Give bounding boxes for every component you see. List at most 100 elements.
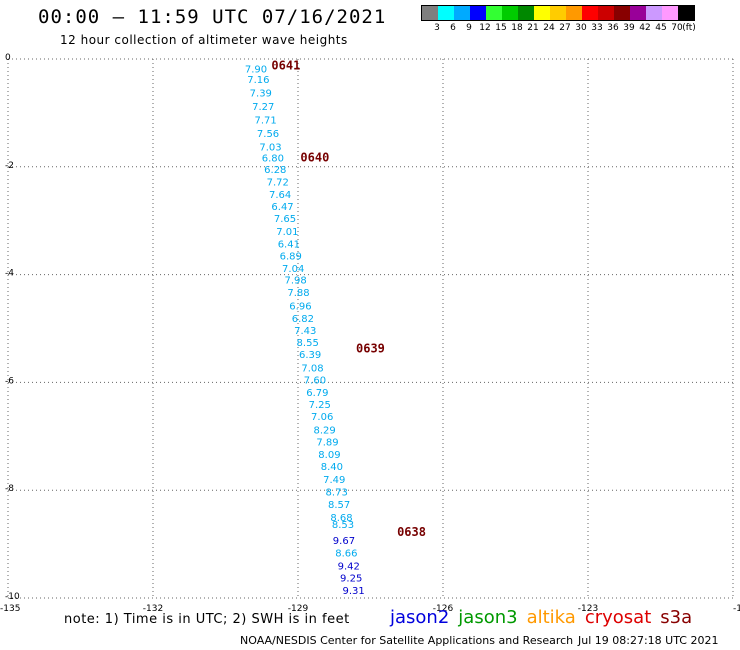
pass-time-label: 0641 xyxy=(271,59,300,73)
x-tick-label: -123 xyxy=(578,604,598,614)
satellite-legend: jason2 jason3 altika cryosat s3a xyxy=(390,607,692,628)
legend-swatch xyxy=(678,6,694,20)
legend-label: 42 xyxy=(639,23,651,33)
legend-label: 33 xyxy=(591,23,603,33)
wave-height-label: 7.16 xyxy=(247,75,269,86)
x-tick-label: -129 xyxy=(288,604,309,614)
y-tick-label: -4 xyxy=(5,269,14,279)
legend-swatch xyxy=(502,6,518,20)
wave-height-label: 7.98 xyxy=(284,276,306,287)
wave-height-label: 6.89 xyxy=(280,251,302,262)
wave-height-label: 6.79 xyxy=(306,388,328,399)
wave-height-label: 9.31 xyxy=(342,586,364,597)
legend-swatch xyxy=(662,6,678,20)
x-tick-label: -135 xyxy=(0,604,20,614)
legend-swatch xyxy=(582,6,598,20)
legend-swatch xyxy=(550,6,566,20)
credit-text: NOAA/NESDIS Center for Satellite Applica… xyxy=(240,634,574,647)
legend-label: 18 xyxy=(511,23,523,33)
wave-height-label: 9.42 xyxy=(338,561,360,572)
y-tick-label: -8 xyxy=(5,484,14,494)
x-tick-label: -126 xyxy=(433,604,454,614)
wave-height-label: 6.39 xyxy=(299,350,321,361)
wave-height-label: 8.09 xyxy=(318,450,340,461)
wave-height-label: 8.73 xyxy=(326,488,348,499)
legend-label: 70 xyxy=(671,23,683,33)
legend-swatches xyxy=(421,5,695,21)
wave-height-label: 7.60 xyxy=(304,375,326,386)
legend-label: 15 xyxy=(495,23,507,33)
legend-label: 21 xyxy=(527,23,539,33)
wave-height-label: 8.55 xyxy=(297,338,319,349)
legend-swatch xyxy=(646,6,662,20)
page-title: 00:00 – 11:59 UTC 07/16/2021 xyxy=(38,6,387,28)
wave-height-label: 7.27 xyxy=(252,102,274,113)
wave-height-label: 6.41 xyxy=(278,240,300,251)
generation-timestamp: Jul 19 08:27:18 UTC 2021 xyxy=(578,634,719,647)
wave-height-label: 7.43 xyxy=(294,326,316,337)
y-tick-label: -2 xyxy=(5,161,14,171)
pass-time-label: 0639 xyxy=(356,342,385,356)
y-tick-label: 0 xyxy=(5,53,11,63)
legend-label: 6 xyxy=(450,23,456,33)
wave-height-label: 7.56 xyxy=(257,129,279,140)
wave-height-label: 7.25 xyxy=(309,400,331,411)
legend-label: 24 xyxy=(543,23,555,33)
legend-label: 9 xyxy=(466,23,472,33)
legend-label: 39 xyxy=(623,23,635,33)
wave-height-label: 7.01 xyxy=(276,227,298,238)
wave-height-label: 6.80 xyxy=(262,153,284,164)
legend-swatch xyxy=(470,6,486,20)
wave-height-label: 7.90 xyxy=(245,64,267,75)
wave-height-label: 9.25 xyxy=(340,574,362,585)
legend-label: 12 xyxy=(479,23,491,33)
wave-height-label: 7.65 xyxy=(274,214,296,225)
satellite-name: jason3 xyxy=(458,607,518,628)
legend-label: 36 xyxy=(607,23,619,33)
wave-height-label: 7.89 xyxy=(316,437,338,448)
satellite-name: altika xyxy=(526,607,576,628)
legend-swatch xyxy=(534,6,550,20)
wave-height-label: 7.08 xyxy=(301,364,323,375)
satellite-name: cryosat xyxy=(584,607,652,628)
wave-height-label: 7.39 xyxy=(250,89,272,100)
wave-height-label: 8.66 xyxy=(335,548,357,559)
wave-height-label: 8.40 xyxy=(321,462,343,473)
wave-height-label: 7.72 xyxy=(267,178,289,189)
x-tick-label: -132 xyxy=(143,604,163,614)
color-legend: 3 6 9 12 15 18 21 24 27 30 33 36 39 42 45 70 (ft) xyxy=(421,5,696,35)
wave-height-label: 6.82 xyxy=(292,314,314,325)
wave-height-label: 8.29 xyxy=(313,426,335,437)
legend-labels: 3 6 9 12 15 18 21 24 27 30 33 36 39 42 45 70 (ft) xyxy=(421,21,696,35)
satellite-name: jason2 xyxy=(390,607,450,628)
wave-height-label: 6.96 xyxy=(289,302,311,313)
wave-height-label: 7.06 xyxy=(311,412,333,423)
wave-height-label: 6.47 xyxy=(271,202,293,213)
legend-swatch xyxy=(598,6,614,20)
legend-label: 45 xyxy=(655,23,667,33)
pass-time-label: 0640 xyxy=(300,150,329,164)
wave-height-label: 7.03 xyxy=(259,143,281,154)
pass-time-label: 0638 xyxy=(397,525,426,539)
wave-height-label: 9.67 xyxy=(333,536,355,547)
wave-height-label: 8.68 xyxy=(330,513,352,524)
legend-swatch xyxy=(630,6,646,20)
legend-swatch xyxy=(486,6,502,20)
units-note: note: 1) Time is in UTC; 2) SWH is in fe… xyxy=(64,612,350,627)
legend-unit: (ft) xyxy=(682,23,696,33)
page-subtitle: 12 hour collection of altimeter wave hei… xyxy=(60,33,348,47)
y-tick-label: -10 xyxy=(5,592,20,602)
satellite-name: s3a xyxy=(660,607,693,628)
wave-height-label: 7.04 xyxy=(282,264,304,275)
wave-height-label: 7.49 xyxy=(323,475,345,486)
legend-swatch xyxy=(614,6,630,20)
legend-swatch xyxy=(438,6,454,20)
wave-height-label: 7.64 xyxy=(269,190,291,201)
wave-height-label: 8.57 xyxy=(328,500,350,511)
wave-height-label: 6.28 xyxy=(264,165,286,176)
legend-label: 27 xyxy=(559,23,571,33)
y-tick-label: -6 xyxy=(5,376,14,386)
legend-swatch xyxy=(518,6,534,20)
wave-height-label: 7.71 xyxy=(255,116,277,127)
